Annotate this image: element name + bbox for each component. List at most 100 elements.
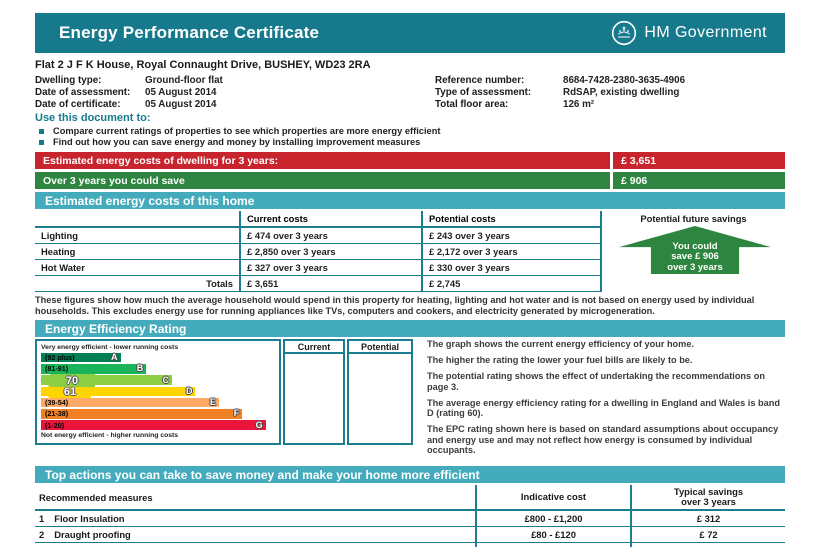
potential-savings-banner: Over 3 years you could save £ 906	[35, 172, 785, 189]
measure-number: 1	[39, 513, 45, 524]
current-rating-value: 61	[63, 385, 77, 398]
potential-column-header: Potential	[349, 341, 411, 354]
government-label: HM Government	[644, 24, 767, 41]
bullet-text: Compare current ratings of properties to…	[53, 126, 441, 136]
measure-number: 3	[39, 545, 44, 547]
chart-top-label: Very energy efficient - lower running co…	[41, 344, 179, 351]
current-rating-column: Current	[283, 339, 345, 445]
actions-header-row: Recommended measures Indicative cost Typ…	[35, 485, 785, 511]
assessment-type-value: RdSAP, existing dwelling	[563, 87, 680, 98]
rating-paragraph: The potential rating shows the effect of…	[427, 371, 765, 392]
table-row: 3 Low energy lighting for all fixed outle…	[35, 543, 785, 547]
measure-name: Low energy lighting for all fixed outlet…	[54, 545, 229, 547]
page-title: Energy Performance Certificate	[59, 23, 320, 42]
rating-paragraph: The average energy efficiency rating for…	[427, 397, 780, 419]
reference-number-value: 8684-7428-2380-3635-4906	[563, 75, 686, 86]
table-header-row: Current costs Potential costs	[35, 211, 600, 228]
bullet-icon	[39, 140, 44, 145]
epc-band-b: (81-91) B	[41, 364, 147, 374]
typical-savings-header: Typical savings over 3 years	[630, 485, 785, 509]
table-totals-row: Totals £ 3,651 £ 2,745	[35, 276, 600, 292]
future-savings-header: Potential future savings	[640, 213, 747, 224]
savings-arrow-up-icon: You could save £ 906 over 3 years	[619, 226, 771, 274]
potential-costs-header: Potential costs	[421, 211, 600, 226]
current-rating-pointer: 61	[40, 385, 91, 398]
use-document-heading: Use this document to:	[35, 112, 151, 124]
estimated-costs-banner: Estimated energy costs of dwelling for 3…	[35, 152, 785, 169]
table-row: Heating £ 2,850 over 3 years £ 2,172 ove…	[35, 244, 600, 260]
measure-cost: £800 - £1,200	[475, 511, 630, 526]
bullet-icon	[39, 129, 44, 134]
row-potential: £ 330 over 3 years	[421, 260, 600, 275]
row-current: £ 327 over 3 years	[239, 260, 421, 275]
rating-paragraph: The EPC rating shown here is based on st…	[427, 424, 779, 455]
reference-number-label: Reference number:	[435, 75, 525, 86]
rating-explanation-text: The graph shows the current energy effic…	[427, 339, 785, 461]
row-potential: £ 243 over 3 years	[421, 228, 600, 243]
measure-cost: £80 - £120	[475, 527, 630, 542]
table-row: 1 Floor Insulation £800 - £1,200 £ 312	[35, 511, 785, 527]
certificate-date-label: Date of certificate:	[35, 99, 121, 110]
indicative-cost-header: Indicative cost	[475, 485, 630, 509]
savings-arrow-text: You could	[672, 240, 718, 252]
assessment-type-label: Type of assessment:	[435, 87, 532, 98]
rating-paragraph: The graph shows the current energy effic…	[427, 339, 695, 349]
section-header-costs: Estimated energy costs of this home	[35, 192, 785, 209]
potential-rating-column: Potential	[347, 339, 413, 445]
totals-current: £ 3,651	[239, 276, 421, 291]
current-costs-header: Current costs	[239, 211, 421, 226]
measure-number: 2	[39, 529, 45, 540]
assessment-date-value: 05 August 2014	[145, 87, 217, 98]
epc-band-a: (92 plus) A	[41, 352, 121, 363]
section-header-rating: Energy Efficiency Rating	[35, 320, 785, 337]
savings-arrow-text: over 3 years	[667, 261, 723, 273]
epc-rating-chart: Very energy efficient - lower running co…	[35, 339, 415, 445]
measure-savings: £ 72	[630, 527, 785, 542]
property-details: Dwelling type: Ground-floor flat Date of…	[35, 75, 785, 110]
table-row: Lighting £ 474 over 3 years £ 243 over 3…	[35, 228, 600, 244]
table-row: 2 Draught proofing £80 - £120 £ 72	[35, 527, 785, 543]
property-details-left: Dwelling type: Ground-floor flat Date of…	[35, 75, 435, 110]
top-actions-table: Recommended measures Indicative cost Typ…	[35, 485, 785, 547]
totals-label: Totals	[206, 278, 233, 289]
chart-bottom-label: Not energy efficient - higher running co…	[41, 431, 179, 439]
floor-area-label: Total floor area:	[435, 99, 509, 110]
epc-band-e: (39-54) E	[41, 398, 219, 408]
totals-potential: £ 2,745	[421, 276, 600, 291]
savings-arrow-text: save £ 906	[671, 251, 719, 262]
row-current: £ 474 over 3 years	[239, 228, 421, 243]
row-label: Lighting	[41, 230, 78, 241]
potential-savings-label: Over 3 years you could save	[35, 172, 610, 189]
energy-costs-table: Current costs Potential costs Lighting £…	[35, 211, 785, 292]
bullet-text: Find out how you can save energy and mon…	[53, 137, 421, 147]
measures-header: Recommended measures	[39, 491, 153, 503]
energy-efficiency-rating-section: Very energy efficient - lower running co…	[35, 339, 785, 461]
measure-savings: £ 195	[630, 543, 785, 547]
rating-paragraph: The higher the rating the lower your fue…	[427, 355, 693, 365]
measure-cost: £115	[475, 543, 630, 547]
row-label: Heating	[41, 246, 76, 257]
list-item: Compare current ratings of properties to…	[35, 126, 785, 137]
potential-savings-value: £ 906	[613, 172, 785, 189]
potential-future-savings-panel: Potential future savings You could save …	[600, 211, 785, 292]
estimated-costs-value: £ 3,651	[613, 152, 785, 169]
title-bar: Energy Performance Certificate HM Govern…	[35, 13, 785, 53]
dwelling-type-value: Ground-floor flat	[145, 75, 223, 86]
epc-band-g: (1-20) G	[41, 420, 266, 430]
costs-explanation-note: These figures show how much the average …	[35, 295, 755, 316]
table-row: Hot Water £ 327 over 3 years £ 330 over …	[35, 260, 600, 276]
measure-name: Floor Insulation	[54, 513, 125, 524]
measure-name: Draught proofing	[54, 529, 131, 540]
epc-band-f: (21-38) F	[41, 409, 243, 419]
potential-rating-pointer: 70	[40, 374, 95, 387]
row-current: £ 2,850 over 3 years	[239, 244, 421, 259]
estimated-costs-label: Estimated energy costs of dwelling for 3…	[35, 152, 610, 169]
property-address: Flat 2 J F K House, Royal Connaught Driv…	[35, 59, 371, 71]
property-details-right: Reference number: 8684-7428-2380-3635-49…	[435, 75, 785, 110]
dwelling-type-label: Dwelling type:	[35, 75, 102, 86]
empty-header-cell	[35, 211, 239, 226]
certificate-date-value: 05 August 2014	[145, 99, 217, 110]
floor-area-value: 126 m²	[563, 99, 595, 110]
row-label: Hot Water	[41, 262, 85, 273]
